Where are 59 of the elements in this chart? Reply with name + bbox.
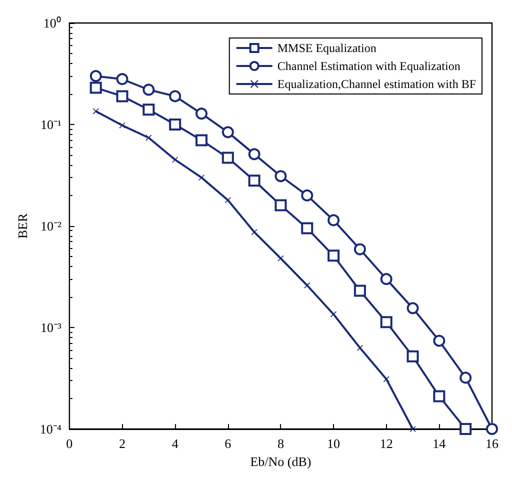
point xyxy=(460,372,472,384)
legend-label: Channel Estimation with Equalization xyxy=(277,59,460,73)
y-axis-title: BER xyxy=(15,213,30,239)
point xyxy=(304,282,310,288)
point xyxy=(90,70,102,82)
point xyxy=(460,423,472,435)
point xyxy=(198,174,204,181)
x-tick-label: 0 xyxy=(66,436,73,451)
point xyxy=(92,108,99,114)
point xyxy=(146,134,152,141)
point xyxy=(356,344,363,351)
point xyxy=(251,229,258,236)
point xyxy=(195,108,208,120)
point xyxy=(274,199,287,212)
point xyxy=(328,250,340,262)
point xyxy=(354,284,366,297)
x-tick-label: 10 xyxy=(327,436,340,451)
y-tick-label: 10⁻¹ xyxy=(40,117,62,132)
y-tick-label: 10⁻² xyxy=(40,218,62,234)
point xyxy=(301,222,314,234)
point xyxy=(248,174,260,187)
x-tick-label: 16 xyxy=(486,436,499,451)
point xyxy=(116,73,128,86)
point xyxy=(328,214,340,226)
point xyxy=(222,152,234,164)
x-tick-label: 12 xyxy=(380,436,393,451)
x-axis-title: Eb/No (dB) xyxy=(250,454,312,469)
point xyxy=(169,90,182,102)
point xyxy=(406,350,419,362)
point xyxy=(142,104,155,116)
y-tick-label: 10⁻³ xyxy=(40,320,62,335)
point xyxy=(195,134,208,146)
point xyxy=(301,189,314,202)
point xyxy=(278,255,284,262)
legend-label: MMSE Equalization xyxy=(277,41,376,55)
point xyxy=(354,243,366,256)
point xyxy=(433,390,446,402)
point xyxy=(169,118,182,130)
point xyxy=(248,148,260,160)
point xyxy=(116,90,128,102)
x-tick-label: 8 xyxy=(277,436,284,451)
point xyxy=(380,273,392,286)
point xyxy=(90,82,102,94)
x-tick-label: 14 xyxy=(432,436,446,451)
point xyxy=(383,376,390,382)
x-tick-label: 4 xyxy=(172,436,179,451)
point xyxy=(142,84,155,96)
point xyxy=(433,334,446,347)
x-tick-label: 6 xyxy=(224,436,232,451)
y-tick-label: 10⁰ xyxy=(43,16,62,30)
legend-label: Equalization,Channel estimation with BF xyxy=(277,77,476,91)
y-tick-label: 10⁻⁴ xyxy=(40,422,62,436)
point xyxy=(380,316,392,328)
point xyxy=(406,302,419,314)
point xyxy=(224,197,231,204)
x-tick-label: 2 xyxy=(119,436,126,451)
point xyxy=(486,423,498,435)
point xyxy=(274,170,287,182)
point xyxy=(222,126,234,138)
